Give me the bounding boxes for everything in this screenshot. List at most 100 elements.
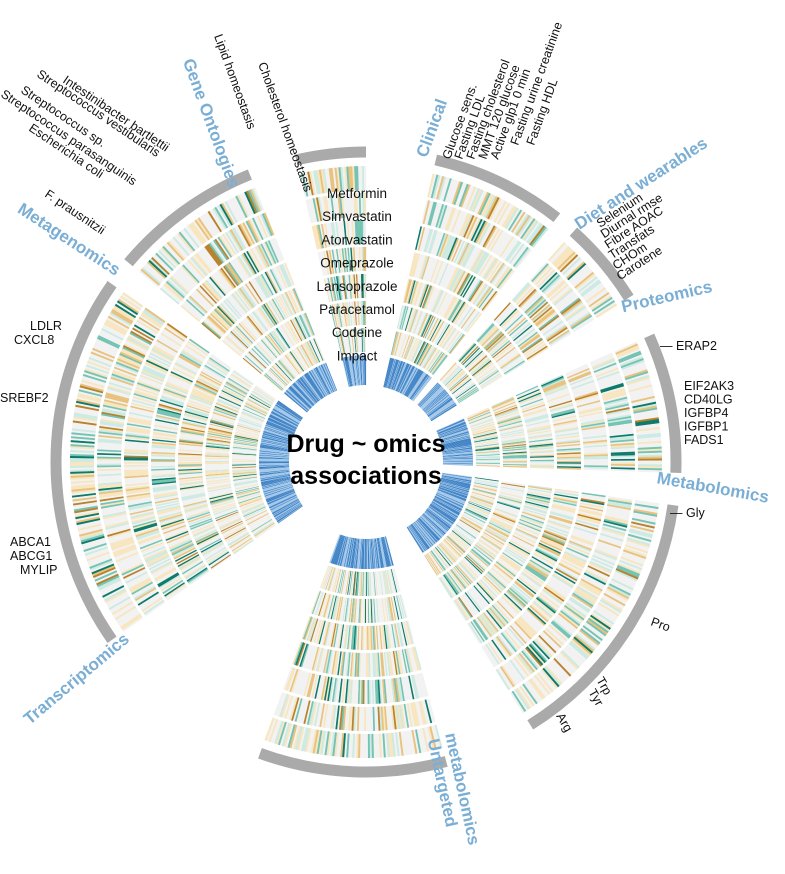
heatmap-cell	[399, 365, 414, 393]
heatmap-cell	[143, 365, 167, 377]
heatmap-cell	[185, 344, 207, 359]
heatmap-cell	[267, 419, 296, 433]
heatmap-cell	[502, 452, 527, 456]
heatmap-cell	[261, 437, 292, 445]
heatmap-cell	[497, 668, 512, 690]
heatmap-cell	[554, 616, 575, 634]
heatmap-cell	[337, 194, 342, 219]
heatmap-cell	[194, 219, 211, 241]
heatmap-cell	[207, 484, 232, 490]
heatmap-cell	[128, 505, 153, 512]
heatmap-cell	[102, 407, 126, 415]
heatmap-cell	[409, 309, 418, 333]
heatmap-cell	[468, 248, 482, 271]
heatmap-cell	[119, 351, 143, 363]
heatmap-cell	[574, 390, 598, 400]
heatmap-cell	[207, 434, 231, 441]
heatmap-cell	[207, 359, 229, 374]
heatmap-cell	[336, 705, 342, 730]
heatmap-cell	[529, 262, 548, 282]
heatmap-cell	[276, 504, 303, 522]
heatmap-cell	[370, 706, 374, 731]
heatmap-cell	[492, 514, 515, 526]
heatmap-cell	[417, 382, 439, 406]
heatmap-cell	[518, 393, 542, 404]
heatmap-cell	[163, 582, 185, 597]
heatmap-cell	[635, 419, 660, 425]
heatmap-cell	[478, 192, 491, 216]
heatmap-cell	[207, 433, 232, 440]
heatmap-cell	[628, 530, 653, 539]
heatmap-cell	[259, 471, 290, 476]
heatmap-cell	[349, 706, 353, 731]
heatmap-cell	[635, 423, 660, 429]
heatmap-cell	[434, 175, 443, 200]
heatmap-cell	[455, 383, 476, 399]
heatmap-cell	[97, 445, 122, 449]
heatmap-cell	[442, 447, 473, 452]
heatmap-cell	[446, 535, 466, 553]
heatmap-cell	[466, 216, 478, 240]
heatmap-cell	[464, 509, 487, 522]
heatmap-cell	[180, 485, 204, 491]
heatmap-cell	[435, 546, 452, 566]
heatmap-cell	[152, 482, 177, 487]
heatmap-cell	[239, 416, 263, 426]
heatmap-cell	[135, 528, 159, 538]
heatmap-cell	[155, 569, 178, 583]
heatmap-cell	[271, 410, 299, 426]
heatmap-cell	[130, 511, 154, 519]
heatmap-cell	[406, 371, 424, 397]
heatmap-cell	[554, 428, 579, 434]
heatmap-cell	[101, 583, 124, 597]
heatmap-cell	[464, 510, 487, 522]
heatmap-cell	[606, 412, 631, 419]
heatmap-cell	[475, 450, 500, 454]
heatmap-cell	[498, 497, 522, 505]
heatmap-cell	[503, 206, 518, 229]
heatmap-cell	[523, 568, 545, 583]
heatmap-cell	[541, 377, 565, 388]
heatmap-cell	[434, 724, 443, 749]
heatmap-cell	[220, 521, 244, 533]
heatmap-cell	[144, 363, 167, 376]
heatmap-cell	[448, 299, 463, 322]
heatmap-cell	[336, 276, 342, 301]
heatmap-cell	[261, 479, 292, 487]
heatmap-cell	[540, 316, 561, 333]
heatmap-cell	[177, 232, 195, 253]
heatmap-cell	[351, 652, 355, 677]
heatmap-cell	[457, 212, 468, 236]
heatmap-cell	[343, 302, 348, 327]
heatmap-cell	[566, 547, 589, 559]
heatmap-cell	[358, 193, 362, 218]
heatmap-cell	[184, 345, 206, 360]
heatmap-cell	[205, 467, 230, 470]
heatmap-cell	[506, 544, 529, 559]
heatmap-cell	[504, 549, 526, 564]
heatmap-cell	[553, 572, 575, 586]
heatmap-cell	[83, 542, 107, 552]
heatmap-cell	[597, 539, 622, 549]
heatmap-cell	[424, 348, 438, 370]
heatmap-cell	[379, 598, 384, 623]
heatmap-cell	[232, 471, 257, 475]
heatmap-cell	[387, 624, 393, 649]
heatmap-cell	[183, 414, 208, 422]
heatmap-cell	[435, 547, 451, 567]
heatmap-cell	[153, 565, 176, 579]
heatmap-cell	[120, 295, 142, 311]
heatmap-cell	[93, 568, 117, 580]
heatmap-cell	[418, 701, 426, 725]
heatmap-cell	[459, 561, 477, 580]
heatmap-cell	[210, 418, 235, 426]
heatmap-cell	[498, 350, 519, 367]
heatmap-cell	[205, 455, 230, 458]
heatmap-cell	[335, 596, 342, 621]
heatmap-cell	[440, 205, 450, 230]
heatmap-cell	[506, 545, 528, 560]
heatmap-cell	[187, 512, 211, 522]
heatmap-cell	[434, 496, 462, 511]
heatmap-cell	[377, 706, 381, 731]
heatmap-cell	[427, 398, 453, 417]
